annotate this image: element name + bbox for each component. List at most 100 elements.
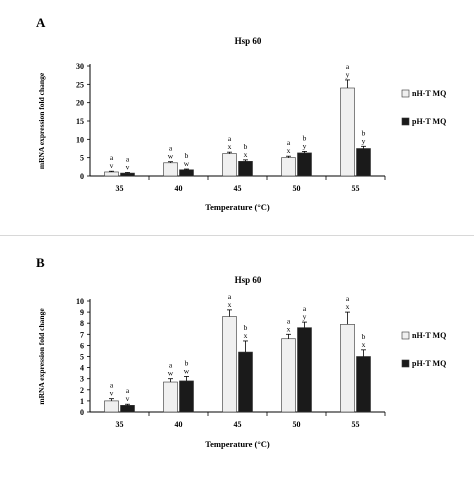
y-tick-label: 5 <box>80 353 84 362</box>
significance-letter: w <box>168 369 174 378</box>
significance-letter: w <box>168 152 174 161</box>
y-tick-label: 10 <box>76 135 84 144</box>
y-tick-label: 20 <box>76 99 84 108</box>
bar-pht <box>238 161 253 177</box>
bar-pht <box>120 405 135 413</box>
x-tick-label: 35 <box>116 420 124 429</box>
bar-nht <box>163 381 178 413</box>
significance-letter: w <box>184 159 190 168</box>
x-axis-label: Temperature (°C) <box>205 439 270 449</box>
legend-swatch <box>401 89 410 98</box>
y-tick-label: 30 <box>76 62 84 71</box>
y-tick-label: 1 <box>80 397 84 406</box>
bar-pht <box>356 356 371 413</box>
significance-letter: b <box>185 358 189 367</box>
significance-letter: a <box>287 316 291 325</box>
y-tick-label: 0 <box>80 172 84 181</box>
chart-title: Hsp 60 <box>235 275 262 285</box>
significance-letter: x <box>287 146 291 155</box>
significance-letter: a <box>126 386 130 395</box>
legend-label: pH-T MQ <box>412 359 446 368</box>
x-tick-label: 50 <box>293 420 301 429</box>
x-tick-label: 40 <box>175 184 183 193</box>
y-tick-label: 25 <box>76 80 84 89</box>
significance-letter: x <box>228 300 232 309</box>
significance-letter: v <box>126 394 130 403</box>
significance-letter: b <box>244 323 248 332</box>
bar-nht <box>104 171 119 177</box>
y-tick-label: 0 <box>80 408 84 417</box>
panel-divider <box>0 235 474 236</box>
significance-letter: v <box>110 389 114 398</box>
y-axis-label: mRNA expression fold change <box>37 308 46 405</box>
y-axis-label: mRNA expression fold change <box>37 72 46 169</box>
bar-nht <box>222 316 237 413</box>
significance-letter: y <box>346 70 350 79</box>
bar-nht <box>340 87 355 177</box>
significance-letter: x <box>346 302 350 311</box>
legend-swatch <box>401 117 410 126</box>
significance-letter: a <box>110 153 114 162</box>
y-tick-label: 2 <box>80 386 84 395</box>
bar-nht <box>104 400 119 413</box>
x-tick-label: 45 <box>234 184 242 193</box>
bar-pht <box>238 351 253 413</box>
x-tick-label: 55 <box>352 420 360 429</box>
significance-letter: x <box>244 331 248 340</box>
y-tick-label: 3 <box>80 375 84 384</box>
significance-letter: a <box>346 294 350 303</box>
panel-label: A <box>36 15 46 30</box>
x-tick-label: 35 <box>116 184 124 193</box>
legend-swatch <box>401 359 410 368</box>
significance-letter: w <box>184 366 190 375</box>
significance-letter: b <box>303 133 307 142</box>
bar-nht <box>163 162 178 177</box>
bar-pht <box>179 380 194 413</box>
significance-letter: b <box>362 128 366 137</box>
y-tick-label: 8 <box>80 319 84 328</box>
significance-letter: b <box>244 142 248 151</box>
significance-letter: a <box>228 134 232 143</box>
significance-letter: a <box>110 381 114 390</box>
significance-letter: a <box>126 155 130 164</box>
bar-nht <box>281 338 296 413</box>
legend-swatch <box>401 331 410 340</box>
legend-label: nH-T MQ <box>412 89 446 98</box>
significance-letter: x <box>362 340 366 349</box>
significance-letter: a <box>346 62 350 71</box>
bar-pht <box>179 169 194 177</box>
significance-letter: y <box>362 136 366 145</box>
x-axis-label: Temperature (°C) <box>205 202 270 212</box>
bar-pht <box>120 172 135 177</box>
significance-letter: x <box>244 150 248 159</box>
significance-letter: y <box>303 141 307 150</box>
significance-letter: x <box>228 142 232 151</box>
x-tick-label: 55 <box>352 184 360 193</box>
significance-letter: b <box>362 332 366 341</box>
legend-label: nH-T MQ <box>412 331 446 340</box>
bar-nht <box>340 324 355 413</box>
x-tick-label: 45 <box>234 420 242 429</box>
significance-letter: v <box>126 163 130 172</box>
bar-pht <box>297 152 312 177</box>
bar-pht <box>297 327 312 413</box>
significance-letter: a <box>287 138 291 147</box>
significance-letter: v <box>110 161 114 170</box>
x-tick-label: 50 <box>293 184 301 193</box>
y-tick-label: 6 <box>80 341 84 350</box>
significance-letter: x <box>287 324 291 333</box>
y-tick-label: 4 <box>80 364 84 373</box>
y-tick-label: 15 <box>76 117 84 126</box>
bar-nht <box>281 157 296 177</box>
significance-letter: a <box>228 292 232 301</box>
significance-letter: a <box>169 361 173 370</box>
significance-letter: b <box>185 151 189 160</box>
y-tick-label: 7 <box>80 330 84 339</box>
x-tick-label: 40 <box>175 420 183 429</box>
panel-label: B <box>36 255 45 270</box>
chart-title: Hsp 60 <box>235 36 262 46</box>
bar-pht <box>356 148 371 177</box>
significance-letter: y <box>303 312 307 321</box>
